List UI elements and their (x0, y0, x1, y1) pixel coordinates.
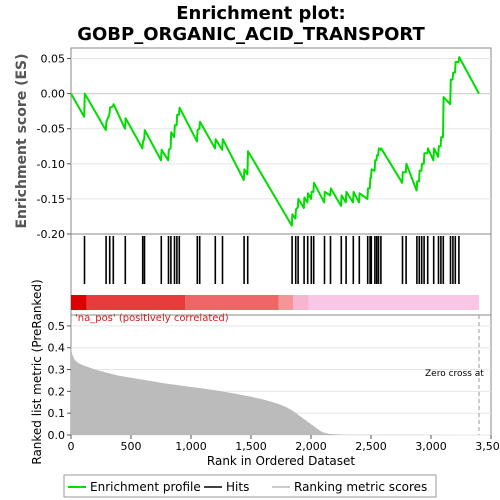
legend-label-ranking: Ranking metric scores (294, 480, 427, 494)
metric-fill (71, 347, 479, 435)
x-axis-ticks: 0 500 1,000 1,500 2,000 2,500 3,000 3,500 (68, 435, 500, 453)
hits-markers (83, 236, 460, 284)
es-panel (70, 47, 492, 235)
es-axis-ticks: 0.05 0.00 -0.05 -0.10 -0.15 -0.20 (37, 53, 71, 241)
legend-item-ranking: Ranking metric scores (272, 480, 427, 494)
annotation-zero-cross: Zero cross at (425, 369, 484, 379)
bar-segment (308, 295, 479, 310)
metric-tick-label: 0.0 (48, 429, 66, 442)
x-tick-label: 500 (121, 440, 142, 453)
x-tick-label: 1,000 (175, 440, 207, 453)
annotation-na-pos: 'na_pos' (positively correlated) (75, 313, 229, 324)
metric-tick-label: 0.2 (48, 385, 66, 398)
x-axis-label: Rank in Ordered Dataset (207, 454, 355, 468)
legend-label-enrichment: Enrichment profile (90, 480, 201, 494)
legend-label-hits: Hits (226, 480, 249, 494)
es-tick-label: -0.20 (37, 228, 65, 241)
metric-tick-label: 0.1 (48, 407, 66, 420)
es-tick-label: -0.05 (37, 123, 65, 136)
bar-segment (185, 295, 279, 310)
bar-segment (278, 295, 293, 310)
es-tick-label: -0.10 (37, 158, 65, 171)
legend-item-hits: Hits (204, 480, 249, 494)
metric-tick-label: 0.3 (48, 364, 66, 377)
metric-area (71, 347, 479, 435)
x-tick-label: 1,500 (235, 440, 267, 453)
metric-axis-ticks: 0.5 0.4 0.3 0.2 0.1 0.0 (48, 320, 71, 442)
metric-y-axis-label: Ranked list metric (PreRanked) (30, 279, 44, 464)
x-tick-label: 3,000 (415, 440, 447, 453)
rank-color-bar (71, 295, 479, 310)
es-tick-label: -0.15 (37, 193, 65, 206)
legend-box (63, 474, 437, 498)
es-tick-label: 0.05 (41, 53, 66, 66)
metric-tick-label: 0.5 (48, 320, 66, 333)
es-profile (70, 56, 480, 227)
chart-title-line1: Enrichment plot: (176, 3, 346, 24)
bar-segment (293, 295, 309, 310)
es-profile-line (70, 56, 480, 227)
chart-title-line2: GOBP_ORGANIC_ACID_TRANSPORT (77, 24, 425, 45)
es-tick-label: 0.00 (41, 88, 66, 101)
bar-segment (71, 295, 87, 310)
x-tick-label: 2,500 (355, 440, 387, 453)
bar-segment (86, 295, 185, 310)
metric-tick-label: 0.4 (48, 342, 66, 355)
x-tick-label: 2,000 (295, 440, 327, 453)
legend-item-enrichment: Enrichment profile (68, 480, 201, 494)
x-tick-label: 3,500 (475, 440, 500, 453)
es-y-axis-label: Enrichment score (ES) (14, 53, 30, 228)
x-tick-label: 0 (68, 440, 75, 453)
